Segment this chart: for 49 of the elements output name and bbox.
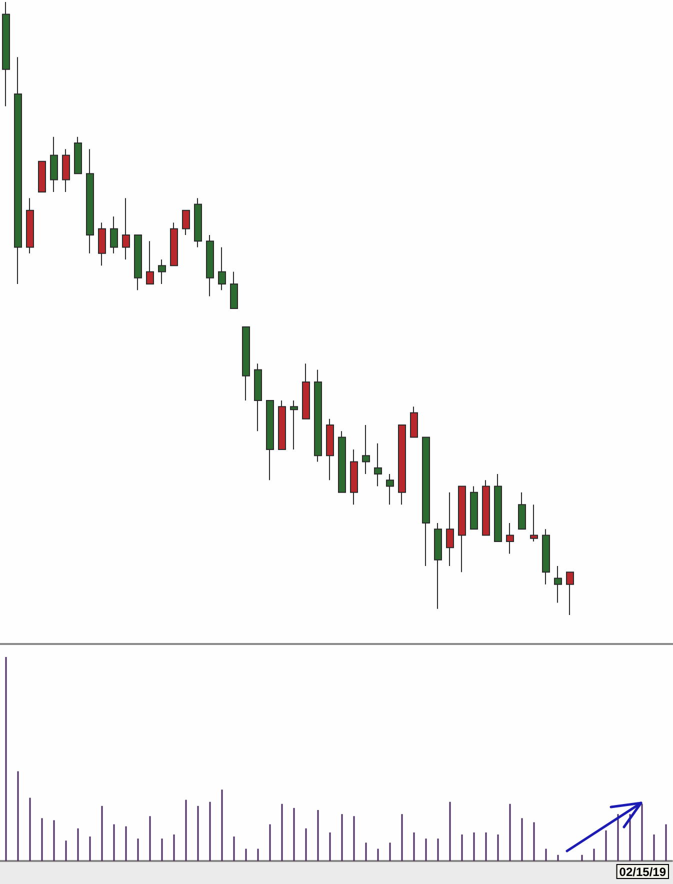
candlestick	[374, 442, 382, 487]
candlestick	[530, 504, 538, 542]
candlestick	[482, 480, 490, 536]
candlestick	[542, 528, 550, 585]
candlestick	[254, 363, 262, 432]
candlestick	[86, 148, 94, 254]
candlestick	[242, 326, 250, 401]
text: 02/15/19	[619, 865, 666, 879]
candlestick	[14, 56, 22, 284]
candlestick	[182, 210, 190, 236]
candlestick	[122, 198, 130, 260]
candlestick	[158, 258, 166, 284]
candlestick	[386, 474, 394, 506]
candlestick	[98, 222, 106, 266]
candlestick	[62, 148, 70, 193]
candlestick	[218, 246, 226, 291]
candlestick	[230, 271, 238, 309]
candlestick	[26, 198, 34, 254]
candlestick	[50, 136, 58, 193]
candlestick	[566, 572, 574, 616]
candlestick	[518, 492, 526, 530]
candlestick	[74, 136, 82, 174]
candlestick	[266, 400, 274, 481]
candlestick	[206, 234, 214, 297]
candlestick	[110, 216, 118, 254]
candlestick	[398, 424, 406, 506]
candlestick	[146, 240, 154, 284]
candlestick	[554, 565, 562, 604]
candlestick	[326, 418, 334, 481]
candlestick	[2, 2, 10, 107]
candlestick	[314, 369, 322, 462]
candlestick	[458, 486, 466, 573]
candlestick	[290, 400, 298, 450]
candlestick	[494, 474, 502, 542]
candlestick	[422, 436, 430, 566]
candlestick	[470, 486, 478, 530]
candlestick	[446, 492, 454, 566]
candlestick	[362, 424, 370, 475]
candlestick	[434, 522, 442, 610]
candlestick	[302, 363, 310, 420]
candlestick	[338, 430, 346, 493]
candlestick	[38, 160, 46, 193]
candlestick	[170, 222, 178, 266]
candlestick	[194, 198, 202, 248]
candlestick	[410, 406, 418, 438]
candlestick	[350, 448, 358, 506]
candlestick	[278, 400, 286, 450]
candlestick	[134, 234, 142, 291]
candlestick	[506, 522, 514, 554]
